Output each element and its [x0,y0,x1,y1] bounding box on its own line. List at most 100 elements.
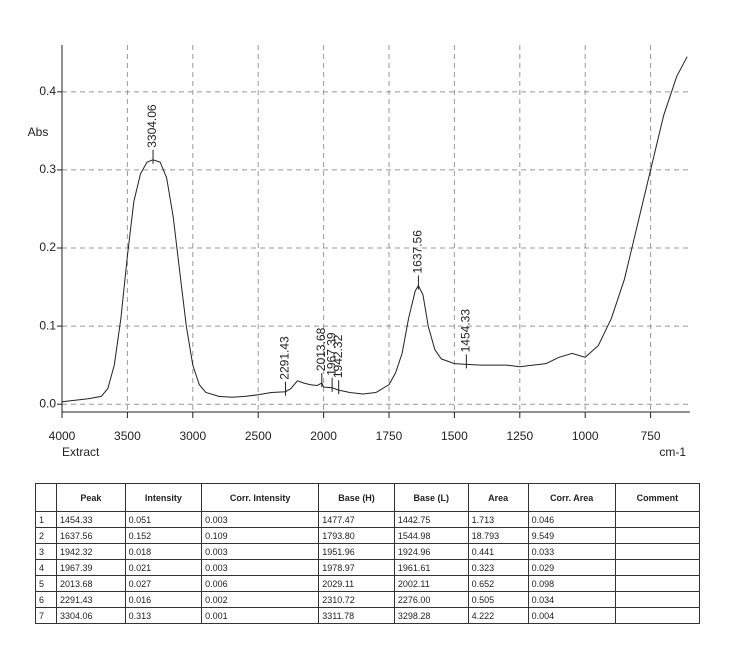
peak-label: 1637.56 [411,230,425,274]
table-cell: 0.313 [124,607,203,624]
table-cell: 0.004 [527,607,616,624]
table-cell: 2310.72 [318,591,395,608]
x-tick-label: 1500 [441,429,468,443]
table-cell: 0.323 [467,559,529,576]
table-cell: 1942.32 [56,543,126,560]
table-cell: 0.001 [201,607,320,624]
y-tick-label: 0.2 [39,240,56,254]
table-cell: 1544.98 [393,527,469,544]
table-cell: 0.046 [527,511,616,528]
peak-table: Peak Intensity Corr. Intensity Base (H) Base… [35,483,701,624]
table-row: 6 2291.43 0.016 0.002 2310.72 2276.00 0.505 0.0… [35,591,701,608]
table-cell: 0.152 [124,527,203,544]
table-cell: 0.051 [124,511,203,528]
table-cell: 1967.39 [56,559,126,576]
x-tick-label: 1750 [376,429,403,443]
table-cell: Base (H) [318,483,395,512]
y-tick-label: 0.0 [39,396,56,410]
table-cell: 1454.33 [56,511,126,528]
peak-label: 1454.33 [459,309,473,353]
header-cell [35,483,57,512]
table-cell: 0.003 [201,559,320,576]
table-cell: 0.505 [467,591,529,608]
sample-label: Extract [62,445,100,459]
peak-label: 2013.68 [314,327,328,371]
table-cell [614,607,701,624]
x-tick-label: 750 [641,429,661,443]
peak-label: 1942.32 [331,334,345,378]
table-cell: 0.033 [527,543,616,560]
table-cell [614,543,701,560]
x-tick-label: 1000 [572,429,599,443]
table-cell: 1477.47 [318,511,395,528]
table-cell: 1793.80 [318,527,395,544]
table-cell [614,527,701,544]
table-cell: Comment [614,483,701,512]
x-tick-label: 2000 [310,429,337,443]
table-cell: 0.652 [467,575,529,592]
table-cell [614,591,701,608]
chart: Abs Extract cm-1 0.0 0.1 0.2 0.3 0.4 4000 3500… [28,45,690,459]
table-cell: 0.441 [467,543,529,560]
table-cell: 2013.68 [56,575,126,592]
table-cell: 3 [35,543,57,560]
peak-label: 3304.06 [145,104,159,148]
y-tick-label: 0.1 [39,318,56,332]
table-cell [614,575,701,592]
table-cell: 1442.75 [393,511,469,528]
table-cell: Base (L) [393,483,469,512]
peak-label: 2291.43 [278,336,292,380]
table-cell: 6 [35,591,57,608]
table-cell: 0.018 [124,543,203,560]
table-cell: Peak [56,483,126,512]
table-cell: 2029.11 [318,575,395,592]
table-cell: 1 [35,511,57,528]
table-row: 2 1637.56 0.152 0.109 1793.80 1544.98 18.793 9.… [35,527,701,544]
table-cell: 3311.78 [318,607,395,624]
table-row: 1 1454.33 0.051 0.003 1477.47 1442.75 1.713 0.0… [35,511,701,528]
table-cell: 1637.56 [56,527,126,544]
table-cell: 0.098 [527,575,616,592]
table-cell: 0.034 [527,591,616,608]
x-tick-label: 3000 [179,429,206,443]
table-row: 5 2013.68 0.027 0.006 2029.11 2002.11 0.652 0.0… [35,575,701,592]
table-cell: 2291.43 [56,591,126,608]
table-cell: 0.027 [124,575,203,592]
table-cell: 0.002 [201,591,320,608]
table-cell [614,559,701,576]
table-cell: 0.021 [124,559,203,576]
y-tick-label: 0.3 [39,162,56,176]
table-cell: 18.793 [467,527,529,544]
header-row: Peak Intensity Corr. Intensity Base (H) Base… [35,483,701,512]
table-cell: 4 [35,559,57,576]
table-cell [614,511,701,528]
table-cell: 2002.11 [393,575,469,592]
table-cell: 1961.61 [393,559,469,576]
table-cell: 0.003 [201,511,320,528]
table-cell: Area [467,483,529,512]
table-cell: 0.016 [124,591,203,608]
table-cell: 5 [35,575,57,592]
x-tick-label: 1250 [506,429,533,443]
y-axis-label: Abs [28,125,49,139]
table-cell: 0.029 [527,559,616,576]
table-row: 4 1967.39 0.021 0.003 1978.97 1961.61 0.323 0.0… [35,559,701,576]
table-cell: Corr. Intensity [201,483,320,512]
table-cell: 0.109 [201,527,320,544]
table-cell: 1951.96 [318,543,395,560]
peak-label: 1967.39 [324,332,338,376]
y-tick-label: 0.4 [39,84,56,98]
table-cell: 2 [35,527,57,544]
table-cell: 0.006 [201,575,320,592]
table-cell: 1924.96 [393,543,469,560]
spectrum-line [61,56,688,403]
table-cell: 2276.00 [393,591,469,608]
x-axis-label: cm-1 [659,445,686,459]
table-cell: 7 [35,607,57,624]
x-tick-label: 3500 [114,429,141,443]
table-cell: Intensity [124,483,203,512]
table-cell: 1.713 [467,511,529,528]
table-cell: 9.549 [527,527,616,544]
x-tick-label: 2500 [245,429,272,443]
